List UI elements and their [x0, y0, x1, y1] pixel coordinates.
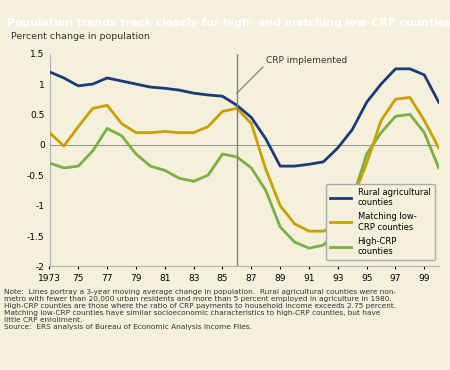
Text: CRP implemented: CRP implemented	[266, 56, 347, 65]
Text: Population trends track closely for high- and matching low-CRP counties: Population trends track closely for high…	[7, 18, 450, 28]
Legend: Rural agricultural
counties, Matching low-
CRP counties, High-CRP
counties: Rural agricultural counties, Matching lo…	[326, 184, 435, 260]
Text: Percent change in population: Percent change in population	[10, 32, 149, 41]
Text: Note:  Lines portray a 3-year moving average change in population.  Rural agricu: Note: Lines portray a 3-year moving aver…	[4, 289, 396, 330]
